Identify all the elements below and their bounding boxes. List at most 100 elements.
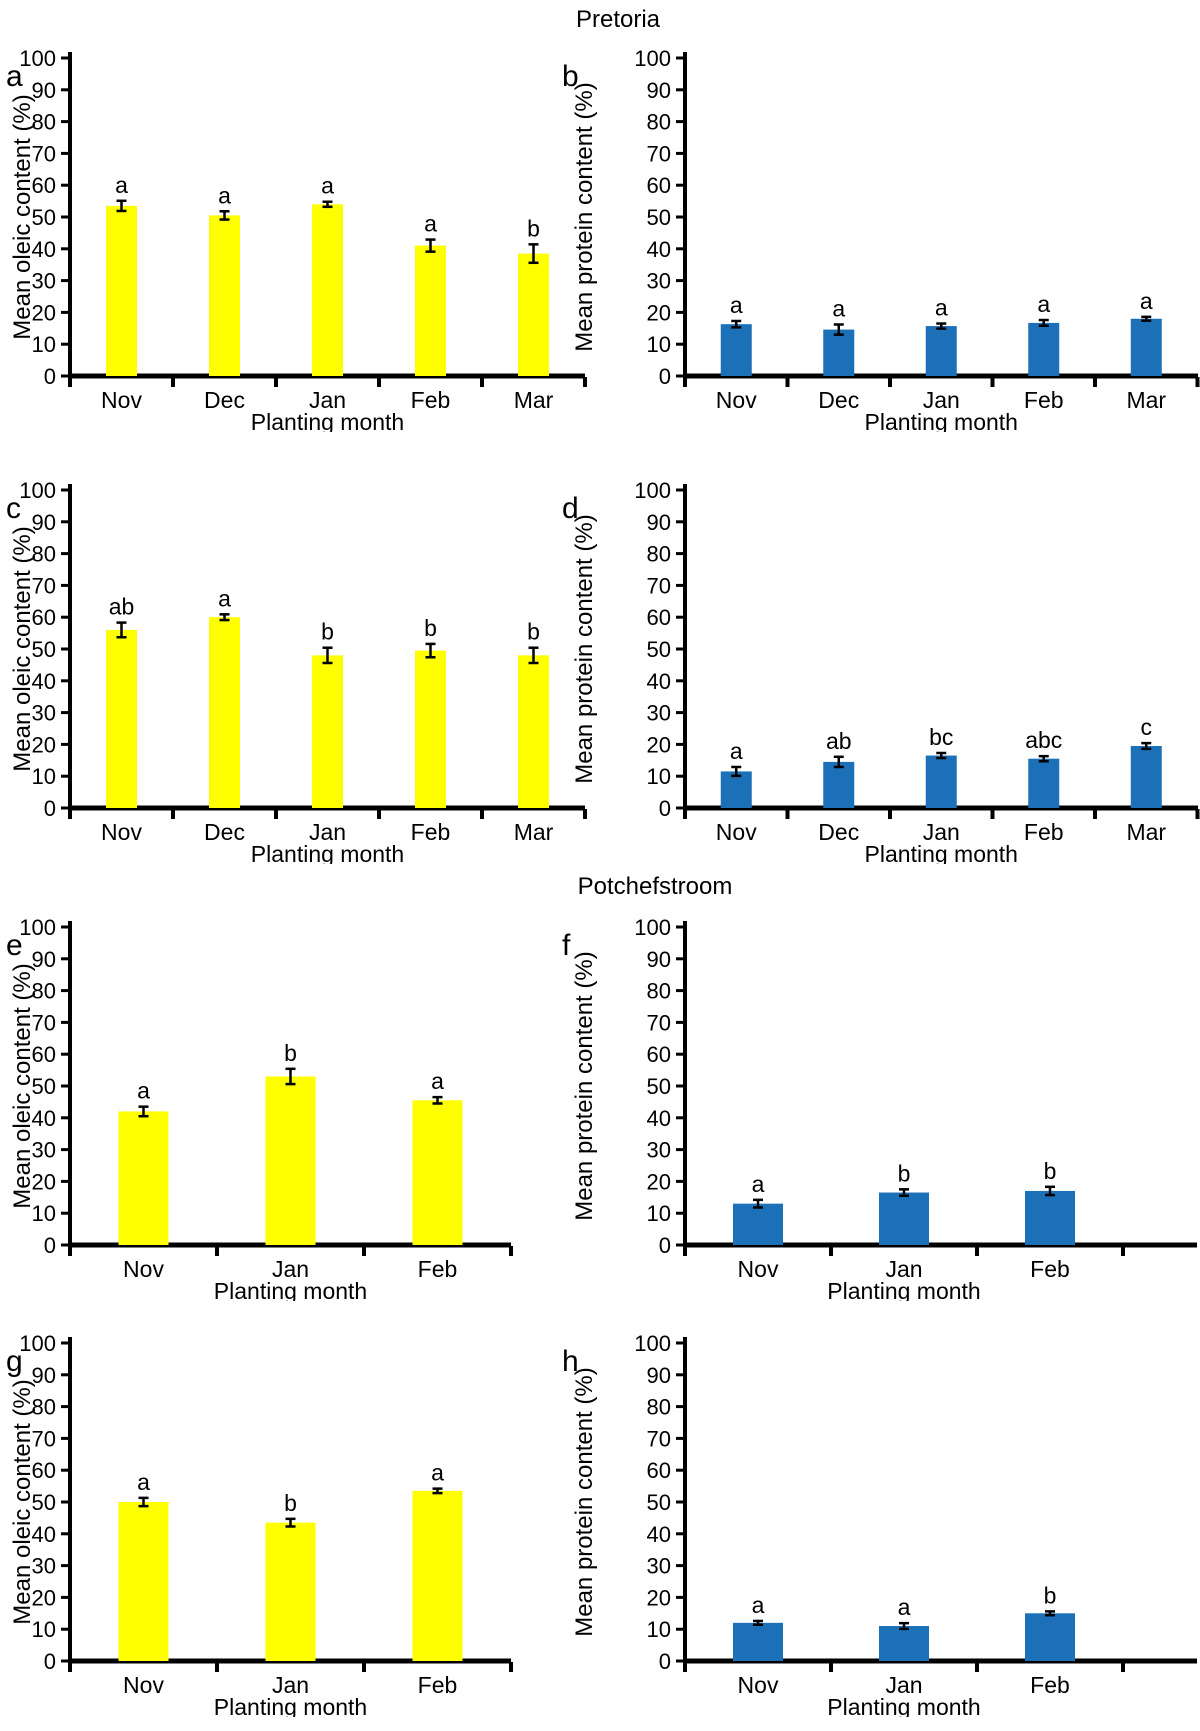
- bar: [925, 326, 957, 376]
- x-axis-title: Planting month: [251, 841, 404, 864]
- bar: [209, 215, 240, 376]
- section-title-pretoria: Pretoria: [575, 6, 661, 33]
- x-tick-label: Nov: [123, 1256, 164, 1282]
- significance-letter: a: [752, 1592, 765, 1618]
- y-tick-label: 80: [32, 542, 56, 567]
- y-tick-label: 100: [634, 1331, 671, 1356]
- y-tick-label: 20: [647, 1169, 671, 1194]
- x-tick-label: Jan: [272, 1256, 309, 1282]
- x-tick-label: Feb: [411, 387, 451, 413]
- x-tick-label: Jan: [923, 819, 960, 845]
- x-tick-label: Jan: [885, 1256, 922, 1282]
- y-tick-label: 30: [647, 1138, 671, 1163]
- y-tick-label: 40: [647, 237, 671, 262]
- significance-letter: a: [115, 172, 128, 198]
- y-tick-label: 60: [647, 1458, 671, 1483]
- panel-letter: b: [562, 60, 579, 93]
- x-axis-title: Planting month: [827, 1694, 980, 1717]
- bar: [518, 253, 549, 376]
- chart-panel-e: e 0 10 20 30 40 50 60 70 80 90 100 a Nov b Jan a Feb Plant…: [6, 915, 513, 1301]
- x-axis-title: Planting month: [865, 841, 1018, 864]
- y-tick-label: 70: [32, 141, 56, 166]
- y-tick-label: 40: [32, 237, 56, 262]
- y-tick-label: 50: [32, 637, 56, 662]
- y-tick-label: 80: [647, 542, 671, 567]
- y-tick-label: 60: [32, 605, 56, 630]
- x-tick-label: Nov: [716, 819, 757, 845]
- significance-letter: a: [137, 1469, 150, 1495]
- bar: [879, 1192, 929, 1245]
- y-tick-label: 60: [32, 1458, 56, 1483]
- significance-letter: a: [832, 295, 845, 321]
- panel-letter: d: [562, 492, 579, 525]
- chart-row-2: c0102030405060708090100abNovaDecbJanbFeb…: [6, 478, 1200, 864]
- bar: [733, 1203, 783, 1245]
- y-tick-label: 30: [32, 1138, 56, 1163]
- y-tick-label: 10: [647, 764, 671, 789]
- y-tick-label: 70: [32, 1426, 56, 1451]
- y-axis-title: Mean oleic content (%): [9, 526, 36, 771]
- x-tick-label: Nov: [101, 819, 142, 845]
- chart-panel-f: f 0 10 20 30 40 50 60 70 80 90 100 a Nov b Jan b Feb Plant…: [562, 915, 1197, 1301]
- y-tick-label: 70: [647, 141, 671, 166]
- y-tick-label: 10: [32, 1617, 56, 1642]
- y-tick-label: 80: [647, 110, 671, 135]
- y-tick-label: 30: [32, 1554, 56, 1579]
- bar: [118, 1111, 169, 1245]
- x-tick-label: Nov: [738, 1672, 779, 1698]
- x-tick-label: Nov: [716, 387, 757, 413]
- y-tick-label: 0: [659, 1649, 671, 1674]
- significance-letter: b: [284, 1040, 297, 1066]
- y-tick-label: 100: [19, 46, 56, 71]
- x-tick-label: Jan: [309, 819, 346, 845]
- y-tick-label: 100: [19, 915, 56, 940]
- y-tick-label: 70: [647, 573, 671, 598]
- significance-letter: a: [752, 1171, 765, 1197]
- x-tick-label: Feb: [418, 1256, 458, 1282]
- chart-row-4: g0102030405060708090100aNovbJanaFebPlant…: [6, 1331, 1197, 1717]
- y-tick-label: 20: [32, 732, 56, 757]
- y-tick-label: 90: [32, 78, 56, 103]
- significance-letter: a: [898, 1594, 911, 1620]
- y-tick-label: 60: [32, 1042, 56, 1067]
- y-tick-label: 40: [647, 1106, 671, 1131]
- panel-letter: f: [562, 929, 571, 962]
- x-axis-title: Planting month: [827, 1278, 980, 1301]
- x-tick-label: Feb: [411, 819, 451, 845]
- y-tick-label: 10: [647, 332, 671, 357]
- significance-letter: a: [730, 738, 743, 764]
- bar: [106, 629, 137, 808]
- y-tick-label: 80: [32, 1395, 56, 1420]
- y-tick-label: 70: [32, 1010, 56, 1035]
- x-tick-label: Mar: [514, 387, 554, 413]
- significance-letter: a: [321, 173, 334, 199]
- y-tick-label: 100: [19, 1331, 56, 1356]
- y-tick-label: 100: [634, 46, 671, 71]
- y-tick-label: 100: [19, 478, 56, 503]
- y-tick-label: 20: [32, 1169, 56, 1194]
- y-tick-label: 30: [647, 269, 671, 294]
- y-tick-label: 60: [647, 1042, 671, 1067]
- x-tick-label: Dec: [818, 819, 859, 845]
- x-tick-label: Feb: [418, 1672, 458, 1698]
- y-axis-title: Mean oleic content (%): [9, 963, 36, 1208]
- chart-panel-b: b 0 10 20 30 40 50 60 70 80 90 100 a Nov a Dec a Jan a Feb a…: [562, 46, 1200, 432]
- significance-letter: b: [527, 619, 540, 645]
- chart-row-3: e0102030405060708090100aNovbJanaFebPlant…: [6, 915, 1197, 1301]
- significance-letter: b: [898, 1160, 911, 1186]
- y-tick-label: 90: [647, 1363, 671, 1388]
- y-tick-label: 10: [647, 1201, 671, 1226]
- y-tick-label: 10: [647, 1617, 671, 1642]
- x-tick-label: Nov: [101, 387, 142, 413]
- y-tick-label: 60: [647, 173, 671, 198]
- x-tick-label: Dec: [204, 819, 245, 845]
- x-axis-title: Planting month: [214, 1694, 367, 1717]
- significance-letter: a: [424, 211, 437, 237]
- chart-panel-a: a0102030405060708090100aNovaDecaJanaFebb…: [6, 46, 587, 432]
- x-tick-label: Mar: [1126, 819, 1166, 845]
- bar: [1025, 1613, 1075, 1661]
- y-tick-label: 30: [647, 1554, 671, 1579]
- y-tick-label: 90: [32, 510, 56, 535]
- bar: [518, 655, 549, 808]
